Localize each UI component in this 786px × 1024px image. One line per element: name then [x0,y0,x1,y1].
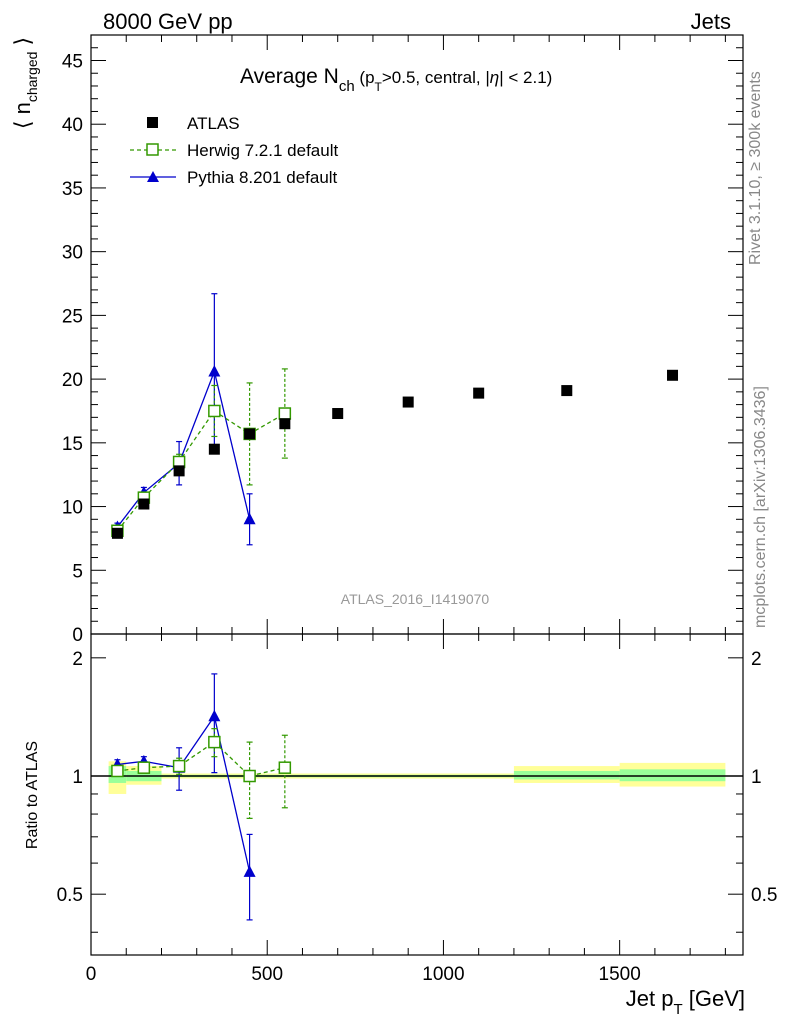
legend-marker-pythia [147,171,159,182]
ratio-ylabel: Ratio to ATLAS [24,741,41,849]
ratio-y-tick-label: 1 [72,767,83,788]
main-ylabel: ⟨ ncharged ⟩ [10,37,40,129]
series-line [117,714,251,872]
ratio-y-tick-label: 2 [72,649,83,670]
herwig-point [278,761,292,774]
herwig-point [137,761,151,774]
ratio-y-tick-label: 2 [751,649,762,670]
legend-label-atlas: ATLAS [187,114,240,133]
main-panel: 0 5 10 15 20 25 30 35 40 45 [62,34,744,646]
mcplots-label: mcplots.cern.ch [arXiv:1306.3436] [752,386,769,628]
data-point [111,527,123,539]
series-line [116,369,251,528]
y-tick-label: 0 [72,625,83,646]
y-tick-label: 40 [62,115,83,136]
y-tick-label: 5 [72,561,83,582]
ratio-panel: 0.5 0.5 1 1 2 2 0 500 1000 1500 [57,633,777,985]
ratio-y-tick-label: 0.5 [57,885,83,906]
x-tick-label: 1500 [599,964,641,985]
pythia-point [208,709,221,722]
series-line [116,410,286,532]
herwig-point [278,407,292,420]
data-point [173,465,185,477]
data-point [208,443,220,455]
data-point [244,428,256,440]
legend-label-pythia: Pythia 8.201 default [187,168,338,187]
data-point [473,387,485,399]
y-tick-label: 25 [62,306,83,327]
legend-marker-atlas [147,117,158,128]
data-point [561,385,573,397]
header-right: Jets [691,9,731,34]
data-point [279,418,291,430]
pythia-point [208,364,221,377]
x-axis-label: Jet pT [GeV] [626,986,745,1018]
x-tick-label: 1000 [422,964,464,985]
ratio-frame [90,633,744,956]
ratio-y-tick-label: 1 [751,767,762,788]
y-tick-label: 30 [62,243,83,264]
data-point [402,396,414,408]
y-tick-label: 20 [62,370,83,391]
herwig-point [208,404,221,418]
legend: ATLAS Herwig 7.2.1 default Pythia 8.201 … [130,114,338,187]
x-tick-label: 500 [251,964,283,985]
herwig-point [208,735,221,749]
pythia-point [243,865,256,877]
herwig-point [243,769,256,783]
uncertainty-band-green [619,769,726,782]
header-left: 8000 GeV pp [103,9,233,34]
legend-marker-herwig [146,143,159,156]
main-title: Average Nch (pT>0.5, central, |η| < 2.1) [240,65,552,95]
data-point [138,498,150,510]
data-point [332,408,344,420]
pythia-point [243,512,256,525]
y-tick-label: 15 [62,434,83,455]
analysis-watermark: ATLAS_2016_I1419070 [341,591,490,607]
rivet-label: Rivet 3.1.10, ≥ 300k events [747,71,764,265]
uncertainty-band-green [513,770,620,780]
y-tick-label: 35 [62,179,83,200]
ratio-y-tick-label: 0.5 [751,885,777,906]
y-tick-label: 45 [62,51,83,72]
data-point [667,369,679,381]
legend-label-herwig: Herwig 7.2.1 default [187,141,338,160]
y-tick-label: 10 [62,498,83,519]
herwig-point [172,759,186,773]
x-tick-label: 0 [86,964,97,985]
herwig-point [111,764,124,778]
